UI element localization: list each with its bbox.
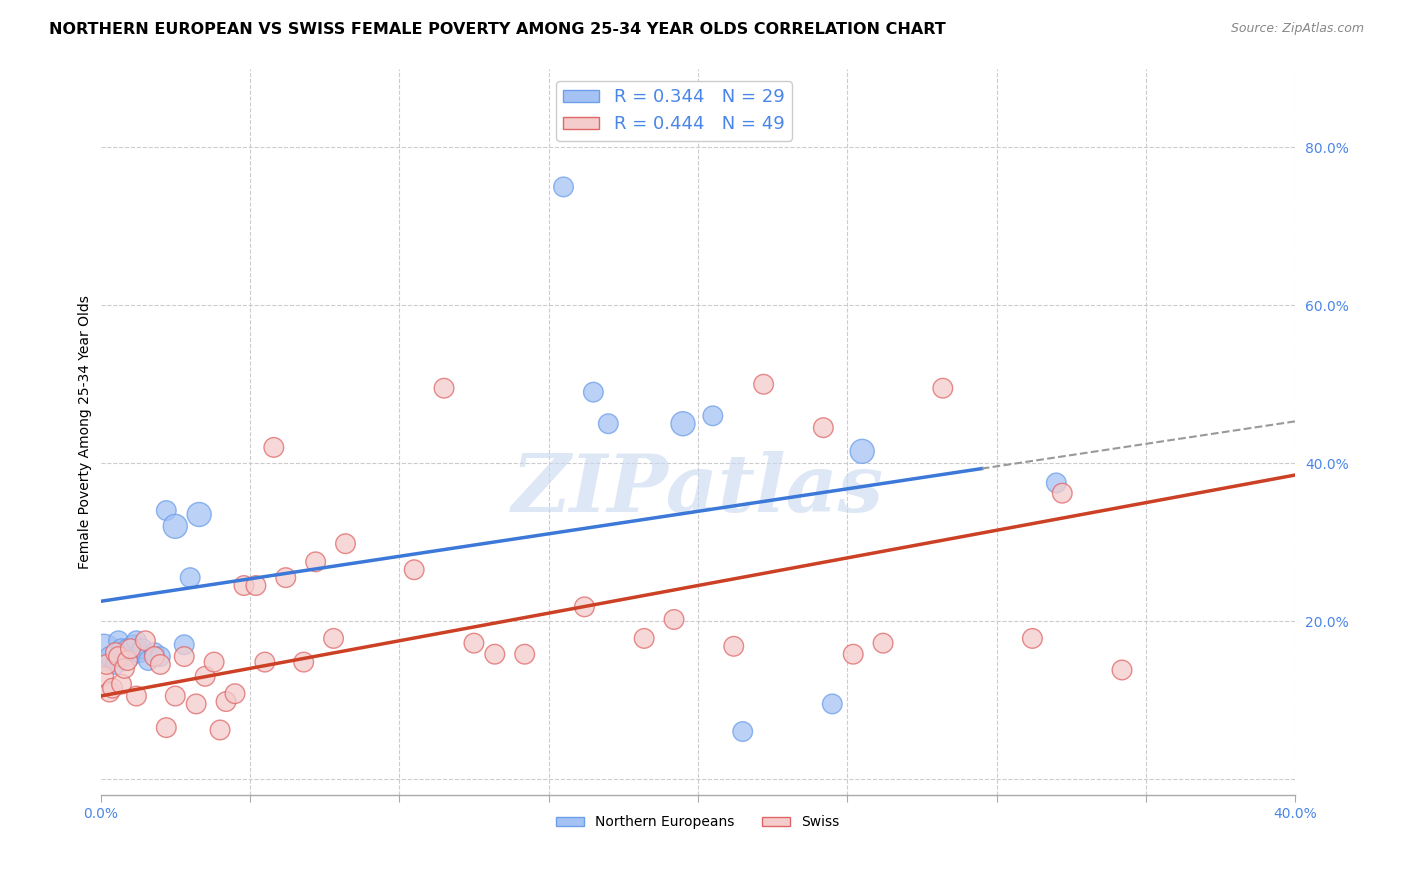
Point (165, 689, 187, 703)
Point (1052, 486, 1074, 500)
Point (149, 657, 172, 672)
Point (125, 633, 148, 648)
Text: Source: ZipAtlas.com: Source: ZipAtlas.com (1230, 22, 1364, 36)
Point (120, 649, 142, 664)
Text: ZIPatlas: ZIPatlas (512, 451, 884, 528)
Point (155, 503, 177, 517)
Point (128, 646, 150, 660)
Point (1021, 632, 1043, 646)
Point (186, 697, 208, 711)
Point (114, 649, 136, 664)
Point (173, 649, 195, 664)
Point (662, 612, 685, 626)
Point (731, 724, 754, 739)
Point (96, 657, 118, 672)
Point (107, 649, 129, 664)
Point (188, 508, 211, 522)
Point (851, 444, 873, 458)
Point (173, 638, 195, 652)
Point (813, 420, 835, 434)
Point (215, 695, 238, 709)
Y-axis label: Female Poverty Among 25-34 Year Olds: Female Poverty Among 25-34 Year Olds (79, 294, 93, 568)
Point (131, 641, 153, 656)
Point (202, 655, 225, 669)
Point (209, 723, 232, 737)
Point (253, 655, 276, 669)
Point (117, 641, 139, 656)
Point (433, 381, 456, 395)
Point (114, 661, 136, 675)
Point (553, 180, 575, 194)
Point (304, 555, 326, 569)
Point (574, 599, 596, 614)
Point (104, 657, 127, 672)
Point (98, 685, 121, 699)
Point (93, 646, 115, 660)
Point (263, 441, 285, 455)
Point (179, 571, 201, 585)
Point (165, 519, 187, 533)
Point (335, 537, 357, 551)
Point (117, 653, 139, 667)
Point (1111, 663, 1133, 677)
Point (598, 417, 620, 431)
Point (122, 638, 145, 652)
Point (194, 669, 217, 683)
Point (484, 647, 506, 661)
Point (155, 721, 177, 735)
Point (404, 563, 426, 577)
Point (233, 578, 256, 592)
Point (463, 636, 485, 650)
Point (322, 632, 344, 646)
Point (101, 681, 124, 695)
Legend: Northern Europeans, Swiss: Northern Europeans, Swiss (551, 810, 845, 835)
Point (104, 646, 127, 660)
Point (872, 636, 894, 650)
Point (110, 641, 132, 656)
Point (292, 655, 315, 669)
Point (125, 689, 148, 703)
Point (633, 632, 655, 646)
Point (702, 409, 724, 423)
Point (134, 633, 156, 648)
Text: NORTHERN EUROPEAN VS SWISS FEMALE POVERTY AMONG 25-34 YEAR OLDS CORRELATION CHAR: NORTHERN EUROPEAN VS SWISS FEMALE POVERT… (49, 22, 946, 37)
Point (1045, 475, 1067, 490)
Point (120, 641, 142, 656)
Point (107, 633, 129, 648)
Point (143, 649, 166, 664)
Point (143, 646, 166, 660)
Point (821, 697, 844, 711)
Point (752, 377, 775, 392)
Point (672, 417, 695, 431)
Point (582, 385, 605, 400)
Point (149, 649, 172, 664)
Point (245, 578, 267, 592)
Point (224, 687, 246, 701)
Point (723, 640, 745, 654)
Point (513, 647, 536, 661)
Point (842, 647, 865, 661)
Point (93, 669, 115, 683)
Point (110, 677, 132, 691)
Point (274, 571, 297, 585)
Point (932, 381, 955, 395)
Point (138, 653, 160, 667)
Point (98, 649, 121, 664)
